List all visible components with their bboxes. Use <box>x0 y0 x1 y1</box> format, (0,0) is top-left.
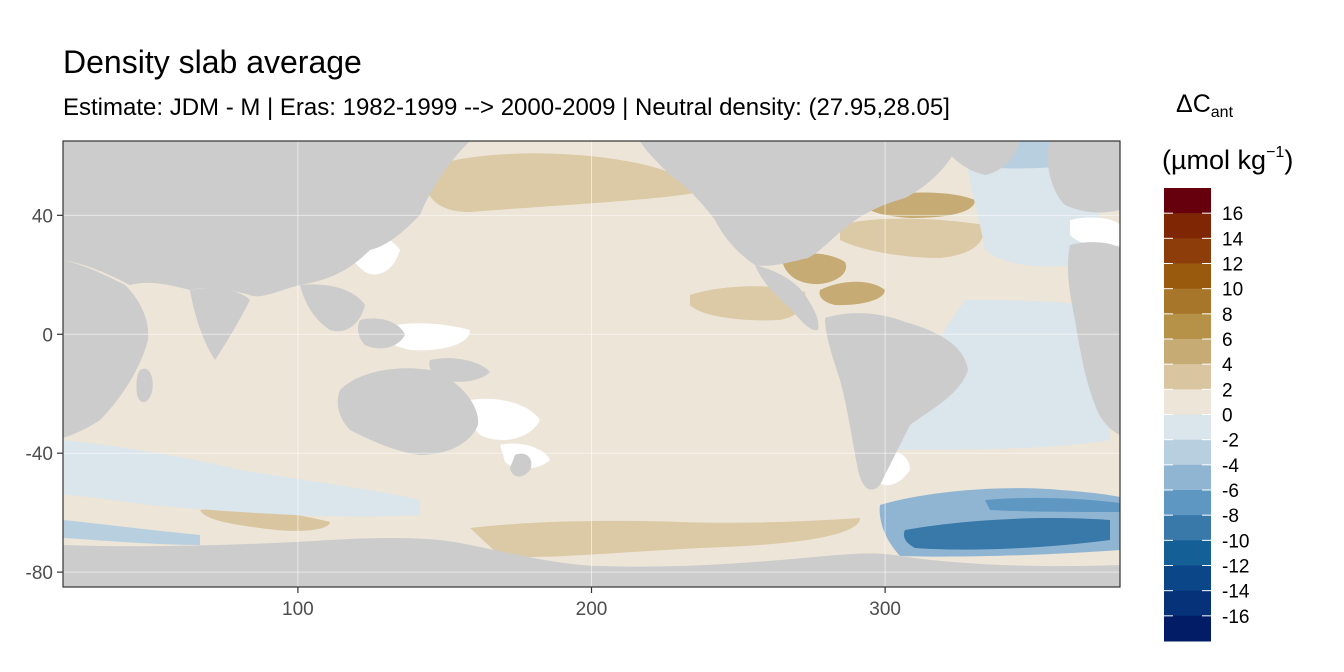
colorbar-label: 6 <box>1222 330 1233 351</box>
colorbar-label: -16 <box>1222 607 1249 628</box>
colorbar-swatch <box>1164 213 1211 239</box>
land-eurasia-east <box>63 141 470 297</box>
land-india <box>190 288 250 360</box>
chart-subtitle: Estimate: JDM - M | Eras: 1982-1999 --> … <box>63 94 950 121</box>
colorbar-swatch <box>1164 590 1211 617</box>
chart-title: Density slab average <box>63 44 362 80</box>
colorbar-label: -8 <box>1222 506 1239 527</box>
colorbar-swatch <box>1164 288 1211 315</box>
colorbar-swatch <box>1164 313 1211 340</box>
y-tick-label: -40 <box>26 444 53 465</box>
land-africa-horn <box>63 260 149 438</box>
nodata-indonesia <box>380 323 470 351</box>
colorbar-swatch <box>1164 540 1211 566</box>
colorbar-label: 12 <box>1222 255 1243 276</box>
legend-title-delta: ΔC <box>1176 90 1211 118</box>
colorbar-label: -10 <box>1222 531 1249 552</box>
region-south-atlantic <box>890 300 1110 450</box>
colorbar-swatch <box>1164 238 1211 264</box>
region-antarctic-coast-strip <box>63 520 200 545</box>
x-axis: 100 200 300 <box>282 587 901 620</box>
region-weddell-core <box>903 518 1110 550</box>
x-tick-label: 200 <box>576 599 608 620</box>
legend-title-subscript: ant <box>1210 104 1234 121</box>
colorbar-swatch <box>1164 364 1211 390</box>
legend-unit-close: ) <box>1284 145 1294 175</box>
region-weddell-core-2 <box>985 497 1120 512</box>
land-north-america <box>640 141 960 266</box>
colorbar-swatch <box>1164 389 1211 415</box>
land-south-america <box>825 313 968 490</box>
land-greenland <box>940 141 1020 175</box>
region-mid-north-atlantic <box>840 218 985 258</box>
region-north-pacific <box>420 153 700 212</box>
colorbar-label: 4 <box>1222 355 1233 376</box>
colorbar-swatch <box>1164 565 1211 592</box>
legend-title: ΔCant <box>1176 88 1233 129</box>
colorbar-swatch <box>1164 414 1211 441</box>
colorbar-label: 0 <box>1222 406 1233 427</box>
colorbar-swatch <box>1164 339 1211 365</box>
land-europe <box>1047 141 1120 213</box>
colorbar-swatch <box>1164 188 1211 214</box>
colorbar <box>1164 188 1211 642</box>
land-australia <box>337 368 479 455</box>
colorbar-swatch <box>1164 490 1211 516</box>
land-southeast-asia <box>300 284 365 332</box>
colorbar-swatch <box>1164 263 1211 290</box>
colorbar-label: -12 <box>1222 557 1249 578</box>
colorbar-labels: 16 14 12 10 8 6 4 2 0 -2 -4 -6 -8 -10 -12 -14 -16 <box>1164 204 1250 628</box>
land-madagascar <box>136 368 153 403</box>
region-caribbean-east <box>819 281 885 306</box>
land-antarctica <box>63 537 1120 587</box>
land-new-guinea <box>429 358 490 382</box>
grid-lines <box>63 141 1120 587</box>
colorbar-label: 16 <box>1222 204 1243 225</box>
legend-unit-exponent: −1 <box>1266 144 1285 161</box>
colorbar-label: 8 <box>1222 305 1233 326</box>
y-axis: 40 0 -40 -80 <box>26 206 63 584</box>
region-gulf-caribbean <box>782 253 847 285</box>
region-southern-atlantic-indian <box>63 440 420 517</box>
land <box>63 141 1120 587</box>
land-africa-west <box>1067 242 1120 435</box>
colorbar-swatch <box>1164 439 1211 466</box>
colorbar-swatch <box>1164 515 1211 541</box>
legend-unit: (µmol kg−1) <box>1162 135 1293 178</box>
colorbar-label: -4 <box>1222 456 1239 477</box>
land-new-zealand <box>510 453 532 477</box>
y-tick-label: 0 <box>42 325 53 346</box>
colorbar-label: 2 <box>1222 380 1233 401</box>
nodata-mediterranean <box>1070 217 1120 247</box>
colorbar-swatch <box>1164 615 1211 642</box>
legend-unit-open: (µmol kg <box>1162 145 1267 175</box>
region-ross-margin <box>470 518 860 558</box>
x-tick-label: 100 <box>282 599 314 620</box>
y-tick-label: -80 <box>26 563 53 584</box>
colorbar-label: 14 <box>1222 229 1244 250</box>
colorbar-label: -6 <box>1222 481 1239 502</box>
land-central-america <box>755 265 819 331</box>
colorbar-swatch <box>1164 464 1211 491</box>
nodata-coral-sea <box>469 398 540 440</box>
y-tick-label: 40 <box>32 206 53 227</box>
land-borneo <box>357 318 405 349</box>
map-panel <box>63 141 1120 587</box>
colorbar-label: 10 <box>1222 280 1243 301</box>
colorbar-label: -14 <box>1222 582 1250 603</box>
colorbar-label: -2 <box>1222 431 1239 452</box>
x-tick-label: 300 <box>869 599 901 620</box>
